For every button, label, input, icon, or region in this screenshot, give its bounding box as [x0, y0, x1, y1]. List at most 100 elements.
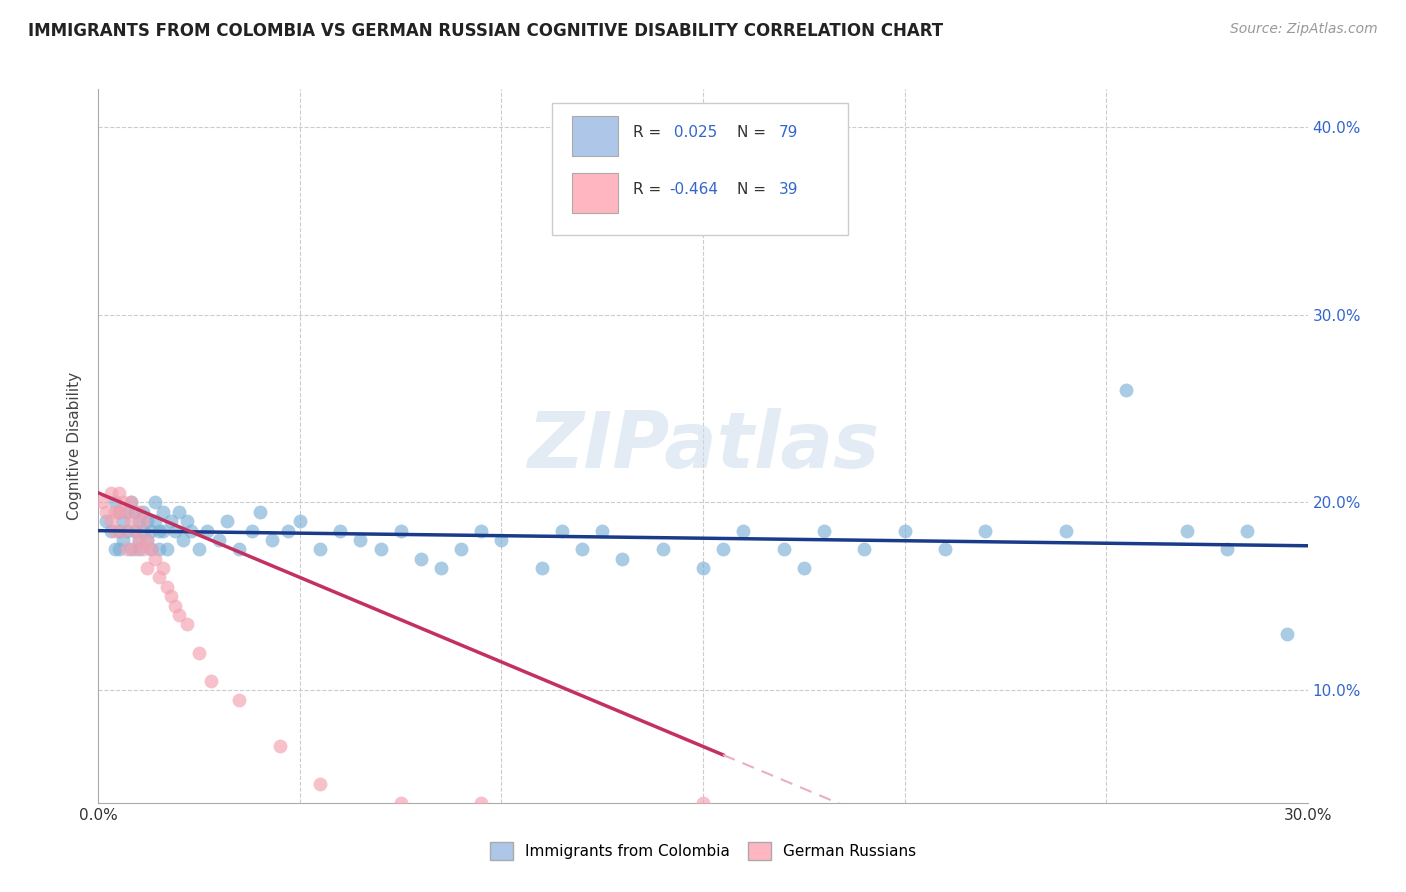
Point [430, 561, 453, 575]
Point [156, 542, 179, 557]
Point [135, 533, 157, 547]
Point [100, 524, 122, 538]
Point [120, 542, 142, 557]
Point [188, 646, 211, 660]
Point [733, 524, 755, 538]
Point [450, 542, 472, 557]
Point [103, 495, 125, 509]
Point [470, 524, 492, 538]
Point [115, 505, 138, 519]
Point [128, 533, 150, 547]
Point [160, 589, 183, 603]
Point [389, 796, 412, 810]
Point [692, 561, 714, 575]
Point [156, 580, 179, 594]
Point [160, 514, 183, 528]
Point [228, 542, 250, 557]
Point [1175, 524, 1198, 538]
Point [260, 533, 283, 547]
Legend: Immigrants from Colombia, German Russians: Immigrants from Colombia, German Russian… [484, 836, 922, 866]
Point [491, 533, 513, 547]
Text: N =: N = [737, 125, 770, 140]
Bar [572, 173, 619, 212]
Point [120, 495, 142, 509]
Point [132, 524, 155, 538]
Point [139, 542, 162, 557]
Point [163, 524, 186, 538]
Point [148, 524, 170, 538]
Text: Source: ZipAtlas.com: Source: ZipAtlas.com [1230, 22, 1378, 37]
Point [103, 505, 125, 519]
Text: R =: R = [633, 125, 666, 140]
Point [772, 542, 794, 557]
Point [240, 524, 263, 538]
Point [217, 514, 239, 528]
Point [591, 524, 613, 538]
Point [124, 524, 146, 538]
Point [107, 524, 129, 538]
Point [115, 505, 138, 519]
Point [309, 542, 332, 557]
Point [91, 495, 114, 509]
Point [176, 514, 198, 528]
Point [107, 505, 129, 519]
Point [128, 533, 150, 547]
Point [200, 673, 222, 688]
Point [893, 524, 915, 538]
Point [96, 514, 118, 528]
Point [107, 486, 129, 500]
Point [711, 542, 734, 557]
Point [132, 542, 155, 557]
Point [132, 505, 155, 519]
Point [143, 514, 166, 528]
Point [100, 514, 122, 528]
Point [1236, 524, 1258, 538]
Text: ZIPatlas: ZIPatlas [527, 408, 879, 484]
Point [409, 551, 432, 566]
Point [103, 524, 125, 538]
Point [277, 524, 299, 538]
Point [228, 692, 250, 706]
Point [120, 495, 142, 509]
Point [139, 542, 162, 557]
Point [100, 486, 122, 500]
Y-axis label: Cognitive Disability: Cognitive Disability [67, 372, 83, 520]
Point [530, 561, 553, 575]
Text: N =: N = [737, 182, 770, 197]
Point [329, 524, 352, 538]
Text: 39: 39 [779, 182, 799, 197]
Point [1115, 383, 1137, 397]
Point [269, 739, 291, 754]
Point [152, 524, 174, 538]
Point [139, 524, 162, 538]
Point [143, 495, 166, 509]
Point [208, 533, 231, 547]
Point [172, 533, 194, 547]
Point [309, 777, 332, 791]
Point [470, 796, 492, 810]
Point [132, 514, 155, 528]
Point [1277, 627, 1299, 641]
Point [974, 524, 997, 538]
Point [124, 542, 146, 557]
Point [180, 524, 202, 538]
Text: IMMIGRANTS FROM COLOMBIA VS GERMAN RUSSIAN COGNITIVE DISABILITY CORRELATION CHAR: IMMIGRANTS FROM COLOMBIA VS GERMAN RUSSI… [28, 22, 943, 40]
Point [135, 561, 157, 575]
Point [249, 505, 271, 519]
Point [128, 542, 150, 557]
Text: 0.025: 0.025 [669, 125, 717, 140]
Point [107, 542, 129, 557]
Point [107, 505, 129, 519]
Point [148, 542, 170, 557]
Bar [572, 116, 619, 155]
Point [571, 542, 593, 557]
Point [111, 524, 134, 538]
Text: -0.464: -0.464 [669, 182, 718, 197]
Point [148, 570, 170, 584]
Point [111, 514, 134, 528]
Point [115, 524, 138, 538]
Point [612, 551, 634, 566]
Point [389, 524, 412, 538]
Point [96, 505, 118, 519]
Point [124, 524, 146, 538]
